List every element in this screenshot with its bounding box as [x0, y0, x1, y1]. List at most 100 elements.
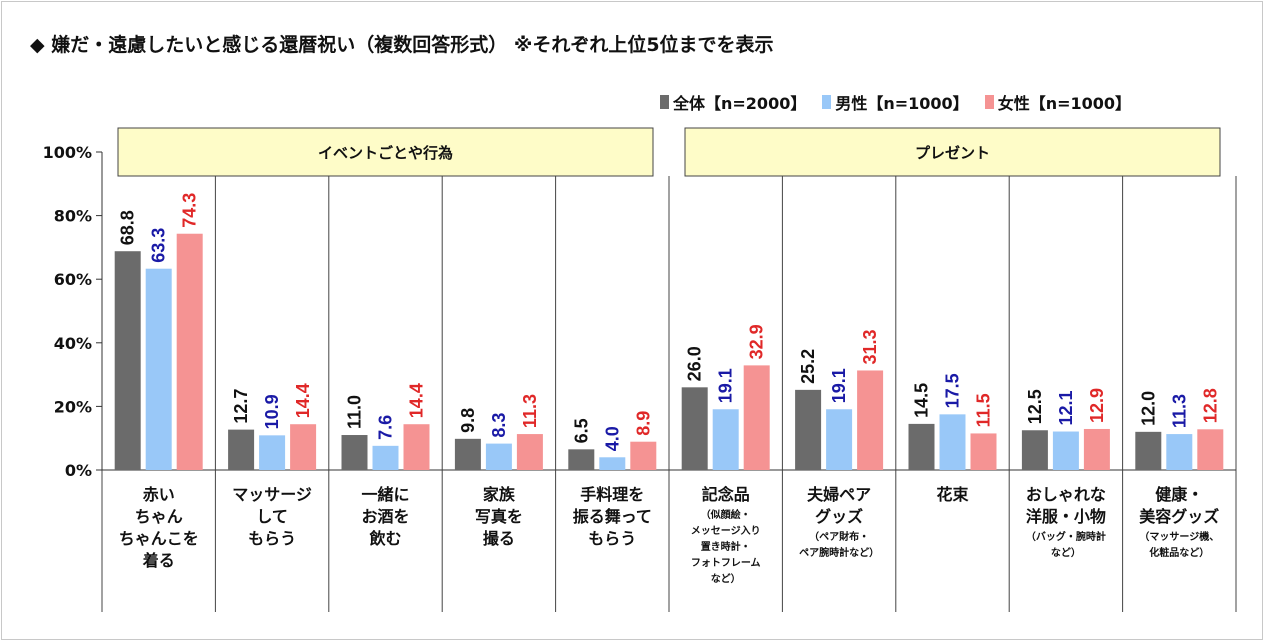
- y-tick-label: 40%: [54, 334, 92, 353]
- category-label: 花束: [936, 485, 969, 504]
- data-label-series-2: 14.4: [407, 383, 427, 418]
- bar-series-1: [826, 409, 853, 470]
- group-label-1: プレゼント: [915, 144, 990, 162]
- legend-swatch-total: [660, 95, 669, 109]
- bar-series-1: [939, 414, 966, 470]
- category-label: グッズ: [815, 507, 863, 526]
- bar-series-0: [114, 251, 141, 470]
- group-label-0: イベントごとや行為: [318, 144, 453, 162]
- legend-item-male: 男性【n=1000】: [822, 90, 969, 114]
- bar-series-0: [341, 435, 368, 470]
- data-label-series-0: 12.0: [1138, 391, 1158, 426]
- data-label-series-2: 12.9: [1087, 388, 1107, 423]
- category-label: 夫婦ペア: [807, 485, 871, 504]
- category-label: して: [256, 507, 288, 526]
- data-label-series-0: 26.0: [685, 346, 705, 381]
- data-label-series-2: 8.9: [633, 411, 653, 436]
- category-label: 手料理を: [580, 485, 644, 504]
- category-label: 美容グッズ: [1139, 507, 1219, 526]
- category-label: 飲む: [368, 529, 401, 548]
- data-label-series-0: 68.8: [118, 210, 138, 245]
- bar-series-1: [145, 268, 172, 470]
- category-label: おしゃれな: [1026, 485, 1106, 504]
- category-label: もらう: [588, 529, 636, 548]
- category-label: お酒を: [361, 507, 409, 526]
- y-tick-label: 60%: [54, 270, 92, 289]
- bar-series-0: [568, 449, 595, 470]
- bar-series-1: [599, 457, 626, 470]
- y-tick-label: 100%: [43, 143, 92, 162]
- category-label: 健康・: [1155, 485, 1203, 504]
- category-sublabel: ペア腕時計など）: [799, 546, 879, 559]
- legend-label-female: 女性【n=1000】: [997, 94, 1132, 113]
- category-label: 撮る: [483, 529, 515, 548]
- category-sublabel: （バッグ・腕時計: [1026, 530, 1106, 543]
- category-sublabel: （似顔絵・: [701, 508, 751, 521]
- data-label-series-1: 17.5: [943, 373, 963, 408]
- category-label: 家族: [483, 485, 516, 504]
- bar-series-0: [454, 438, 481, 470]
- category-sublabel: 化粧品など）: [1149, 546, 1209, 559]
- bar-series-0: [228, 429, 255, 470]
- y-tick-label: 0%: [65, 461, 92, 480]
- chart-title: ◆ 嫌だ・遠慮したいと感じる還暦祝い（複数回答形式） ※それぞれ上位5位までを表…: [30, 34, 774, 56]
- category-label: ちゃんこを: [119, 529, 199, 548]
- data-label-series-0: 11.0: [345, 395, 365, 429]
- bar-series-0: [795, 389, 822, 470]
- bar-series-2: [970, 433, 997, 470]
- category-sublabel: 置き時計・: [701, 540, 751, 553]
- data-label-series-1: 12.1: [1056, 390, 1076, 425]
- data-label-series-2: 32.9: [747, 324, 767, 359]
- bar-series-2: [403, 424, 430, 470]
- group-box-0: [117, 127, 654, 177]
- bar-series-2: [1197, 429, 1224, 470]
- category-label: ちゃん: [135, 507, 183, 526]
- legend-swatch-male: [822, 95, 832, 109]
- category-sublabel: フォトフレーム: [691, 557, 761, 569]
- data-label-series-1: 7.6: [376, 415, 396, 440]
- data-label-series-0: 6.5: [571, 418, 591, 443]
- category-label: もらう: [248, 529, 296, 548]
- y-tick-label: 20%: [54, 397, 92, 416]
- data-label-series-0: 14.5: [912, 383, 932, 418]
- legend-item-female: 女性【n=1000】: [984, 90, 1132, 114]
- bar-series-1: [259, 435, 286, 470]
- bar-series-1: [1052, 431, 1079, 470]
- data-label-series-2: 11.5: [974, 393, 994, 427]
- category-sublabel: （ペア財布・: [809, 530, 869, 543]
- category-sublabel: など）: [711, 572, 741, 585]
- data-label-series-0: 12.5: [1025, 389, 1045, 424]
- category-label: 写真を: [475, 507, 523, 526]
- legend-label-male: 男性【n=1000】: [835, 94, 969, 113]
- data-label-series-1: 8.3: [489, 413, 509, 438]
- bar-series-0: [681, 387, 708, 470]
- data-label-series-1: 11.3: [1169, 394, 1189, 428]
- bar-series-0: [1021, 430, 1048, 470]
- legend-swatch-female: [984, 95, 994, 109]
- data-label-series-1: 19.1: [829, 368, 849, 403]
- legend-item-total: 全体【n=2000】: [660, 90, 806, 114]
- data-label-series-0: 25.2: [798, 349, 818, 384]
- category-label: 赤い: [143, 485, 175, 504]
- bar-series-2: [1083, 428, 1110, 470]
- category-sublabel: メッセージ入り: [691, 525, 761, 537]
- category-label: マッサージ: [232, 485, 312, 504]
- category-label: 着る: [142, 551, 175, 570]
- bar-series-2: [743, 365, 770, 470]
- bar-series-2: [290, 424, 317, 470]
- y-tick-label: 80%: [54, 207, 92, 226]
- data-label-series-1: 19.1: [716, 368, 736, 403]
- data-label-series-0: 12.7: [231, 389, 251, 424]
- bar-series-1: [1166, 434, 1193, 470]
- category-label: 振る舞って: [573, 507, 652, 526]
- category-label: 一緒に: [361, 485, 409, 504]
- bar-series-0: [1135, 431, 1162, 470]
- data-label-series-1: 4.0: [602, 426, 622, 451]
- category-sublabel: など）: [1051, 546, 1081, 559]
- category-sublabel: （マッサージ機、: [1139, 530, 1219, 543]
- bar-series-2: [857, 370, 884, 470]
- data-label-series-2: 14.4: [293, 383, 313, 418]
- bar-series-2: [176, 233, 203, 470]
